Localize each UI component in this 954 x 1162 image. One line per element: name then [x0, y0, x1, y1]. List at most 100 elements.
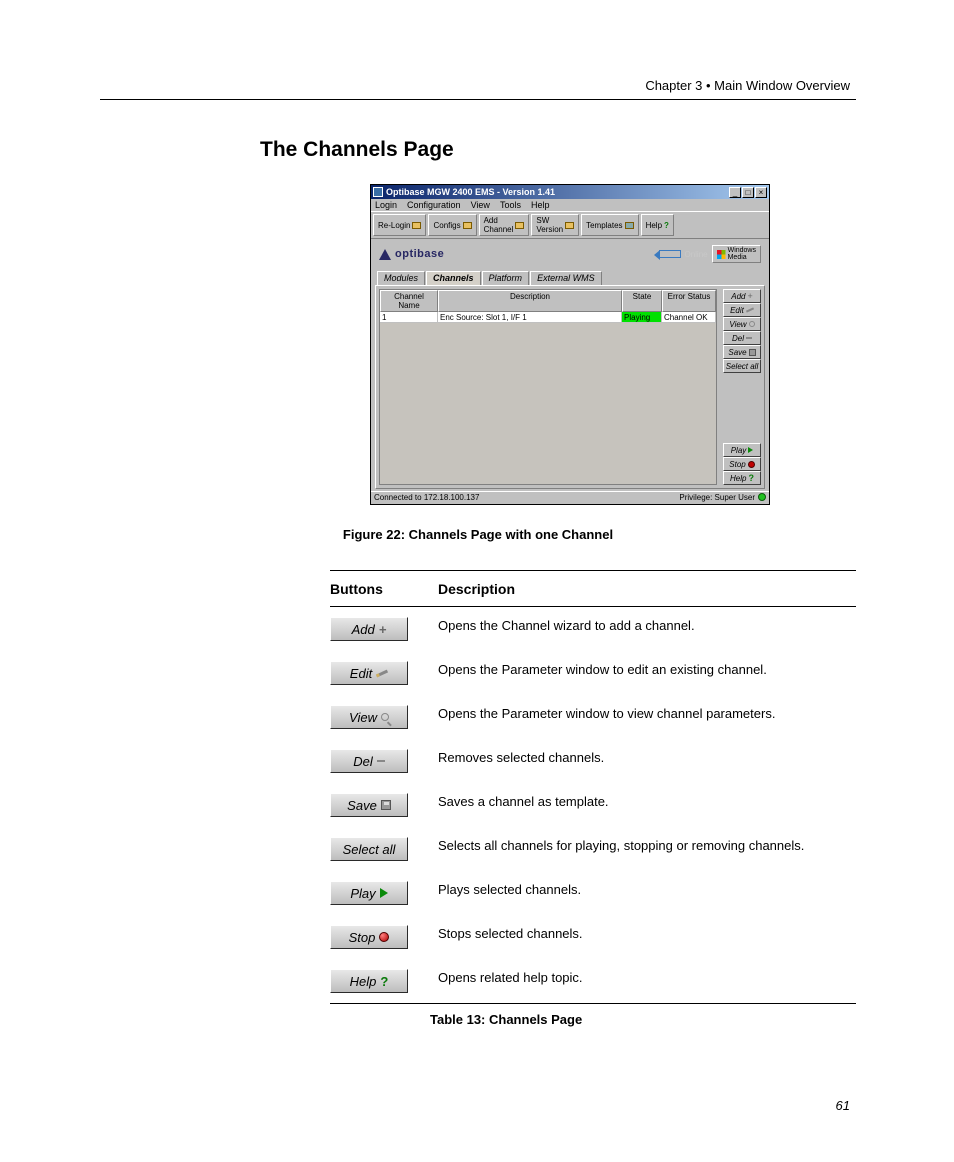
col-description[interactable]: Description	[438, 290, 622, 312]
edit-button[interactable]: Edit	[330, 661, 408, 685]
row-description: Selects all channels for playing, stoppi…	[438, 837, 856, 855]
side-stop-button[interactable]: Stop	[723, 457, 761, 471]
save-button[interactable]: Save	[330, 793, 408, 817]
view-button[interactable]: View	[330, 705, 408, 729]
side-save-label: Save	[728, 348, 746, 357]
status-dot-icon	[758, 493, 766, 501]
side-add-label: Add	[731, 292, 745, 301]
row-button-cell: Stop	[330, 925, 438, 949]
side-add-button[interactable]: Add+	[723, 289, 761, 303]
col-error-status[interactable]: Error Status	[662, 290, 716, 312]
folder-icon	[565, 222, 574, 229]
toolbar-sw-version[interactable]: SW Version	[531, 214, 579, 236]
row-description: Opens the Parameter window to edit an ex…	[438, 661, 856, 679]
windows-media-label: Windows Media	[728, 247, 756, 261]
row-button-cell: Save	[330, 793, 438, 817]
disk-icon	[381, 800, 391, 810]
table-row: SaveSaves a channel as template.	[330, 783, 856, 827]
play-button[interactable]: Play	[330, 881, 408, 905]
side-select-all-button[interactable]: Select all	[723, 359, 761, 373]
maximize-button[interactable]: □	[742, 187, 754, 198]
toolbar-relogin[interactable]: Re-Login	[373, 214, 426, 236]
chapter-header: Chapter 3 • Main Window Overview	[100, 78, 856, 99]
windows-flag-icon	[717, 250, 726, 259]
side-buttons: Add+ Edit View Del Save Select all PlayStopHe…	[720, 286, 764, 488]
menu-tools[interactable]: Tools	[500, 200, 521, 210]
del-label: Del	[353, 754, 373, 769]
tab-channels[interactable]: Channels	[426, 271, 481, 285]
edit-label: Edit	[350, 666, 372, 681]
close-button[interactable]: ×	[755, 187, 767, 198]
online-arrow-icon	[659, 250, 681, 258]
view-label: View	[349, 710, 377, 725]
table-row: View Opens the Parameter window to view c…	[330, 695, 856, 739]
table-row: Add+ Opens the Channel wizard to add a ch…	[330, 607, 856, 651]
add-label: Add	[352, 622, 375, 637]
header-rule	[100, 99, 856, 100]
play-icon	[748, 447, 753, 453]
table-header: Buttons Description	[330, 570, 856, 607]
grid-header: Channel Name Description State Error Sta…	[380, 290, 716, 312]
side-play-button[interactable]: Play	[723, 443, 761, 457]
stop-label: Stop	[349, 930, 376, 945]
toolbar-help[interactable]: Help?	[641, 214, 674, 236]
toolbar-add-channel[interactable]: Add Channel	[479, 214, 530, 236]
col-channel-name[interactable]: Channel Name	[380, 290, 438, 312]
minus-icon	[746, 337, 752, 339]
select-all-label: Select all	[343, 842, 396, 857]
play-label: Play	[350, 886, 375, 901]
stop-button[interactable]: Stop	[330, 925, 408, 949]
statusbar: Connected to 172.18.100.137 Privilege: S…	[371, 491, 769, 504]
table-row: Edit Opens the Parameter window to edit a…	[330, 651, 856, 695]
titlebar: Optibase MGW 2400 EMS - Version 1.41 _ □…	[371, 185, 769, 199]
cell-err: Channel OK	[662, 312, 716, 323]
side-help-button[interactable]: Help?	[723, 471, 761, 485]
menu-help[interactable]: Help	[531, 200, 550, 210]
page-number: 61	[836, 1098, 850, 1113]
side-view-button[interactable]: View	[723, 317, 761, 331]
help-icon: ?	[664, 221, 669, 230]
templates-icon	[625, 222, 634, 229]
toolbar-configs[interactable]: Configs	[428, 214, 476, 236]
brand-text: optibase	[395, 248, 444, 260]
save-label: Save	[347, 798, 377, 813]
stop-icon	[748, 461, 755, 468]
help-button[interactable]: Help?	[330, 969, 408, 993]
col-state[interactable]: State	[622, 290, 662, 312]
th-buttons: Buttons	[330, 581, 438, 597]
menu-configuration[interactable]: Configuration	[407, 200, 461, 210]
row-description: Opens the Parameter window to view chann…	[438, 705, 856, 723]
del-button[interactable]: Del	[330, 749, 408, 773]
side-save-button[interactable]: Save	[723, 345, 761, 359]
select-all-button[interactable]: Select all	[330, 837, 408, 861]
figure-caption: Figure 22: Channels Page with one Channe…	[100, 527, 856, 542]
tab-external-wms[interactable]: External WMS	[530, 271, 602, 285]
row-description: Opens the Channel wizard to add a channe…	[438, 617, 856, 635]
row-description: Plays selected channels.	[438, 881, 856, 899]
side-edit-button[interactable]: Edit	[723, 303, 761, 317]
menu-view[interactable]: View	[471, 200, 490, 210]
tabs: Modules Channels Platform External WMS	[371, 271, 769, 285]
side-del-button[interactable]: Del	[723, 331, 761, 345]
windows-media-badge[interactable]: Windows Media	[712, 245, 761, 263]
add-button[interactable]: Add+	[330, 617, 408, 641]
help-icon: ?	[380, 974, 388, 989]
minimize-button[interactable]: _	[729, 187, 741, 198]
row-description: Removes selected channels.	[438, 749, 856, 767]
cell-state: Playing	[622, 312, 662, 323]
toolbar-templates[interactable]: Templates	[581, 214, 638, 236]
row-button-cell: Help?	[330, 969, 438, 993]
table-row[interactable]: 1 Enc Source: Slot 1, I/F 1 Playing Chan…	[380, 312, 716, 323]
row-description: Opens related help topic.	[438, 969, 856, 987]
status-connection: Connected to 172.18.100.137	[374, 493, 679, 502]
side-del-label: Del	[732, 334, 744, 343]
toolbar-configs-label: Configs	[433, 221, 460, 230]
side-edit-label: Edit	[730, 306, 744, 315]
play-icon	[380, 888, 388, 898]
row-button-cell: Edit	[330, 661, 438, 685]
tab-modules[interactable]: Modules	[377, 271, 425, 285]
status-privilege: Privilege: Super User	[679, 493, 755, 502]
menu-login[interactable]: Login	[375, 200, 397, 210]
tab-platform[interactable]: Platform	[482, 271, 530, 285]
channels-pane: Channel Name Description State Error Sta…	[375, 285, 765, 489]
